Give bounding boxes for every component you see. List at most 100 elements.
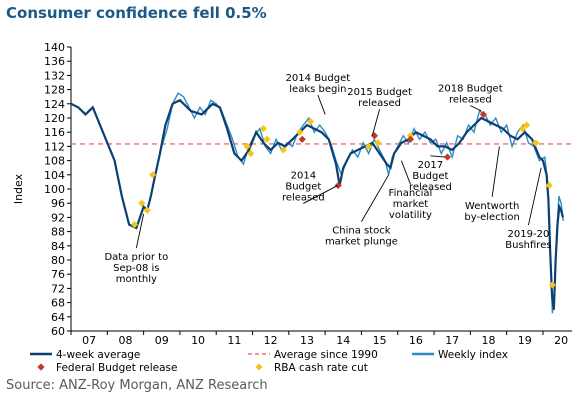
x-tick-label: 16	[409, 334, 423, 347]
annotation-text: by-election	[464, 212, 519, 223]
y-axis-title: Index	[12, 173, 25, 204]
x-tick-label: 08	[118, 334, 132, 347]
legend-label: 4-week average	[56, 349, 140, 361]
annotation-text: leaks begin	[289, 84, 346, 95]
y-tick-label: 80	[51, 254, 65, 267]
annotation-text: Financial	[389, 188, 433, 199]
annotation-text: 2019-20	[508, 229, 550, 240]
annotation-arrow	[135, 213, 145, 249]
y-tick-label: 60	[51, 325, 65, 338]
x-tick-label: 07	[82, 334, 96, 347]
annotation-arrow	[400, 160, 411, 185]
annotation-text: Wentworth	[465, 201, 519, 212]
y-tick-label: 96	[51, 197, 65, 210]
rba-cut-point	[130, 220, 139, 229]
budget-release-point	[406, 135, 415, 143]
annotation-text: released	[449, 95, 492, 106]
four-week-average-line	[70, 98, 564, 310]
annotation-arrow	[430, 155, 445, 158]
annotation-text: Sep-08 is	[113, 263, 159, 274]
y-tick-label: 116	[44, 126, 65, 139]
annotation-text: released	[358, 98, 401, 109]
rba-cut-point	[247, 149, 255, 158]
annotation-arrow	[470, 105, 482, 112]
y-tick-label: 120	[44, 112, 65, 125]
x-tick-label: 18	[482, 334, 496, 347]
legend-label: Federal Budget release	[56, 362, 177, 374]
x-tick-label: 15	[373, 334, 387, 347]
annotation-text: China stock	[332, 226, 390, 237]
legend-swatch-diamond	[255, 363, 263, 371]
budget-release-point	[443, 153, 452, 161]
y-tick-label: 100	[44, 183, 65, 196]
rba-cut-point	[149, 171, 157, 179]
x-tick-label: 17	[445, 334, 459, 347]
x-tick-label: 13	[300, 334, 314, 347]
source-note: Source: ANZ-Roy Morgan, ANZ Research	[6, 378, 268, 393]
rba-cut-point	[263, 135, 271, 143]
annotation-text: released	[409, 182, 452, 193]
rba-cut-point	[279, 146, 287, 154]
x-tick-label: 11	[227, 334, 241, 347]
annotation-text: Data prior to	[104, 252, 168, 263]
annotation-text: volatility	[389, 210, 432, 221]
rba-cut-point	[518, 125, 526, 133]
annotation-arrow	[491, 146, 500, 197]
budget-release-point	[298, 135, 306, 143]
annotation-text: market	[393, 199, 429, 210]
y-tick-label: 92	[51, 211, 65, 224]
budget-release-point	[334, 181, 342, 190]
annotation-arrow	[371, 109, 381, 136]
legend-label: Average since 1990	[274, 349, 378, 361]
y-tick-label: 84	[51, 240, 65, 253]
y-tick-label: 136	[44, 55, 65, 68]
rba-cut-point	[365, 142, 373, 150]
annotation-arrow	[317, 94, 326, 115]
y-tick-label: 108	[44, 155, 65, 168]
annotation-arrow	[303, 185, 339, 204]
annotation-text: 2017	[418, 160, 443, 171]
y-tick-label: 132	[44, 69, 65, 82]
y-tick-label: 76	[51, 268, 65, 281]
y-tick-label: 104	[44, 169, 65, 182]
legend-label: RBA cash rate cut	[274, 362, 368, 374]
rba-cut-point	[259, 125, 268, 133]
x-tick-label: 09	[155, 334, 169, 347]
legend-swatch-diamond	[37, 363, 45, 371]
annotation-arrow	[527, 167, 542, 226]
annotation-text: 2015 Budget	[347, 87, 412, 98]
y-tick-label: 64	[51, 311, 65, 324]
annotation-text: released	[282, 192, 325, 203]
y-tick-label: 128	[44, 84, 65, 97]
annotation-arrow	[361, 174, 390, 222]
rba-cut-point	[545, 181, 553, 190]
rba-cut-point	[307, 117, 315, 126]
annotation-text: 2018 Budget	[438, 84, 503, 95]
x-tick-label: 20	[554, 334, 568, 347]
rba-cut-point	[243, 142, 251, 150]
budget-release-point	[479, 110, 488, 119]
x-tick-label: 19	[518, 334, 532, 347]
x-tick-label: 10	[191, 334, 205, 347]
y-tick-label: 124	[44, 98, 65, 111]
chart-title: Consumer confidence fell 0.5%	[6, 4, 267, 22]
annotation-text: Budget	[412, 171, 448, 182]
rba-cut-point	[532, 139, 540, 147]
annotation-text: 2014	[291, 170, 316, 181]
rba-cut-point	[523, 121, 531, 129]
x-tick-label: 14	[336, 334, 350, 347]
budget-release-point	[370, 132, 379, 140]
y-tick-label: 72	[51, 282, 65, 295]
rba-cut-point	[374, 139, 382, 147]
y-tick-label: 68	[51, 297, 65, 310]
x-tick-label: 12	[264, 334, 278, 347]
rba-cut-point	[143, 206, 151, 214]
y-tick-label: 88	[51, 226, 65, 239]
legend-label: Weekly index	[438, 349, 508, 361]
rba-cut-point	[548, 281, 556, 289]
rba-cut-point	[296, 128, 304, 136]
annotation-text: Budget	[285, 181, 321, 192]
annotation-text: Bushfires	[505, 240, 551, 251]
annotation-text: market plunge	[325, 237, 398, 248]
annotation-text: 2014 Budget	[286, 73, 351, 84]
